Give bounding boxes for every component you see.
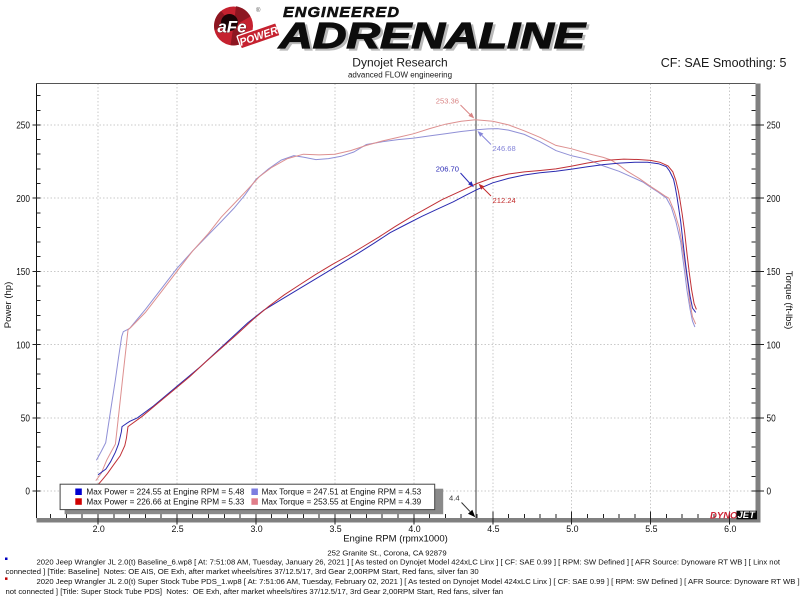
svg-text:250: 250 <box>767 120 781 132</box>
svg-text:5.5: 5.5 <box>645 524 657 534</box>
svg-text:Max Power = 224.55 at Engine R: Max Power = 224.55 at Engine RPM = 5.48 <box>86 488 244 497</box>
svg-text:Max Torque = 247.51 at Engine: Max Torque = 247.51 at Engine RPM = 4.53 <box>262 488 422 497</box>
svg-text:®: ® <box>256 7 261 14</box>
svg-text:4.5: 4.5 <box>487 524 499 534</box>
svg-text:DYNO: DYNO <box>710 511 738 522</box>
svg-text:ADRENALINE: ADRENALINE <box>278 15 587 56</box>
svg-text:206.70: 206.70 <box>436 165 459 174</box>
svg-text:CF: SAE Smoothing: 5: CF: SAE Smoothing: 5 <box>661 56 787 70</box>
svg-text:0: 0 <box>767 486 772 498</box>
svg-text:Torque (ft-lbs): Torque (ft-lbs) <box>783 271 794 330</box>
svg-text:ADRENALINE: ADRENALINE <box>280 17 589 58</box>
svg-text:3.5: 3.5 <box>329 524 341 534</box>
svg-text:JET: JET <box>738 510 757 521</box>
svg-text:50: 50 <box>767 413 776 425</box>
svg-text:2020 Jeep Wrangler JL 2.0(t) S: 2020 Jeep Wrangler JL 2.0(t) Super Stock… <box>37 577 800 586</box>
svg-text:Dynojet Research: Dynojet Research <box>352 56 447 70</box>
svg-text:5.0: 5.0 <box>566 524 578 534</box>
svg-text:4.0: 4.0 <box>408 524 420 534</box>
svg-text:4.4: 4.4 <box>449 494 460 503</box>
svg-text:Engine RPM (rpmx1000): Engine RPM (rpmx1000) <box>343 534 448 545</box>
svg-text:50: 50 <box>21 413 30 425</box>
svg-text:Max Torque = 253.55 at Engine: Max Torque = 253.55 at Engine RPM = 4.39 <box>262 497 422 506</box>
svg-text:200: 200 <box>767 193 781 205</box>
svg-text:connected ] [Title: Baseline]: connected ] [Title: Baseline] Notes: OE … <box>6 567 479 576</box>
svg-text:212.24: 212.24 <box>493 196 516 205</box>
svg-text:253.36: 253.36 <box>436 97 459 106</box>
svg-text:aFe: aFe <box>217 18 246 37</box>
svg-text:advanced FLOW engineering: advanced FLOW engineering <box>348 71 452 80</box>
svg-text:100: 100 <box>767 339 781 351</box>
svg-text:0: 0 <box>25 486 30 498</box>
svg-text:6.0: 6.0 <box>724 524 736 534</box>
svg-text:not connected ] [Title: Super: not connected ] [Title: Super Stock Tube… <box>6 587 504 596</box>
svg-text:2.5: 2.5 <box>171 524 183 534</box>
svg-text:2020 Jeep Wrangler JL 2.0(t) B: 2020 Jeep Wrangler JL 2.0(t) Baseline_6.… <box>37 557 781 566</box>
svg-text:250: 250 <box>16 120 30 132</box>
svg-text:ENGINEERED: ENGINEERED <box>283 4 400 21</box>
svg-text:Max Power = 226.66 at Engine R: Max Power = 226.66 at Engine RPM = 5.33 <box>86 497 244 506</box>
svg-text:252 Granite St., Corona, CA 92: 252 Granite St., Corona, CA 92879 <box>327 548 446 557</box>
svg-text:246.68: 246.68 <box>493 144 516 153</box>
svg-text:Power (hp): Power (hp) <box>3 282 14 328</box>
svg-text:100: 100 <box>16 339 30 351</box>
svg-text:3.0: 3.0 <box>250 524 262 534</box>
svg-text:200: 200 <box>16 193 30 205</box>
svg-text:150: 150 <box>767 266 781 278</box>
svg-text:2.0: 2.0 <box>93 524 105 534</box>
svg-text:150: 150 <box>16 266 30 278</box>
